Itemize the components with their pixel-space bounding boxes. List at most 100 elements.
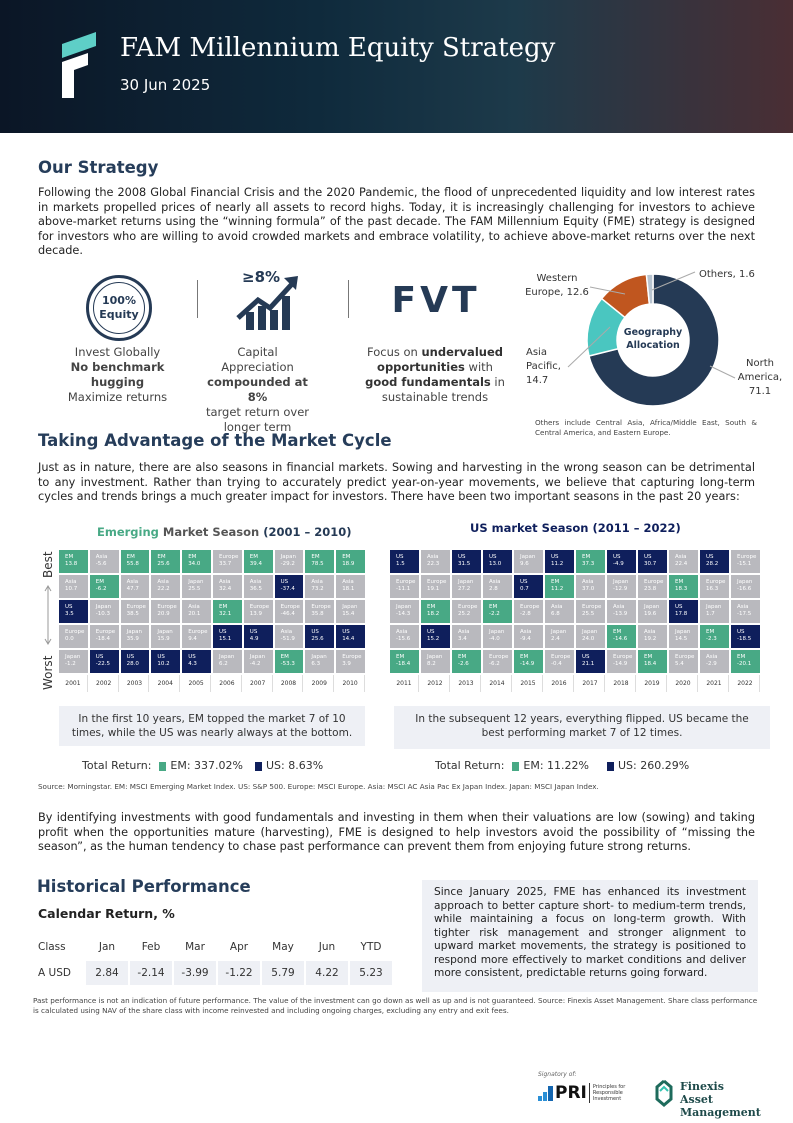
cell-market: EM xyxy=(249,554,259,560)
t: US: 260.29% xyxy=(618,759,690,772)
cell-value: 25.6 xyxy=(311,636,324,642)
calendar-return-table: Class Jan Feb Mar Apr May Jun YTD A USD 2.84 -2… xyxy=(36,933,394,987)
season-cell-em: EM -20.1 xyxy=(731,650,760,673)
cell-value: -46.4 xyxy=(280,611,295,617)
cell-value: 6.3 xyxy=(311,661,321,667)
cell-market: US xyxy=(342,629,350,635)
strategy-text: Following the 2008 Global Financial Cris… xyxy=(38,186,755,257)
cell-market: US xyxy=(396,554,404,560)
season-cell-us: US 15.1 xyxy=(212,625,242,648)
cell-market: Asia xyxy=(427,554,439,560)
t: (2001 – 2010) xyxy=(263,525,352,539)
cell-market: Japan xyxy=(644,604,660,610)
value-cell: -2.14 xyxy=(130,961,172,985)
cell-value: -14.3 xyxy=(396,611,411,617)
season-cell-em: EM -2.3 xyxy=(700,625,729,648)
value-cell: 4.22 xyxy=(306,961,348,985)
cell-value: -15.6 xyxy=(396,636,411,642)
cell-market: Europe xyxy=(342,654,362,660)
cell-market: Japan xyxy=(582,629,598,635)
cell-value: -17.5 xyxy=(737,611,752,617)
up-down-arrow-icon xyxy=(44,585,52,645)
year-label: 2020 xyxy=(669,675,698,692)
cell-market: US xyxy=(311,629,319,635)
season-cell-us: US -4.9 xyxy=(607,550,636,573)
cycle-heading: Taking Advantage of the Market Cycle xyxy=(38,431,392,450)
cell-market: US xyxy=(520,579,528,585)
cell-market: EM xyxy=(95,579,105,585)
report-date: 30 Jun 2025 xyxy=(120,76,211,94)
cell-market: Asia xyxy=(675,554,687,560)
cell-market: Japan xyxy=(396,604,412,610)
page-title: FAM Millennium Equity Strategy xyxy=(120,33,556,63)
year-label: 2010 xyxy=(336,675,365,692)
year-label: 2016 xyxy=(545,675,574,692)
year-label: 2014 xyxy=(483,675,512,692)
cell-value: 13.9 xyxy=(249,611,263,617)
year-label: 2009 xyxy=(305,675,335,692)
pri-full-text: Principles for Responsible Investment xyxy=(592,1084,626,1102)
cell-value: -2.9 xyxy=(706,661,717,667)
season-cell-em: EM 78.5 xyxy=(305,550,335,573)
donut-slice-north-america xyxy=(588,273,720,407)
cell-value: 3.4 xyxy=(458,636,467,642)
value-cell: 5.23 xyxy=(350,961,392,985)
season-cell-europe: Europe -15.1 xyxy=(731,550,760,573)
donut-center-label: Geography Allocation xyxy=(623,327,683,351)
cell-market: Europe xyxy=(675,654,695,660)
cell-value: 2.8 xyxy=(489,586,498,592)
season-cell-em: EM 39.4 xyxy=(243,550,273,573)
cell-market: Europe xyxy=(737,554,757,560)
season-cell-asia: Asia -15.6 xyxy=(390,625,419,648)
table-row: A USD 2.84 -2.14 -3.99 -1.22 5.79 4.22 5.23 xyxy=(38,961,392,985)
season-cell-asia: Asia 22.3 xyxy=(421,550,450,573)
cell-value: 15.2 xyxy=(427,636,440,642)
feature-text: good fundamentals xyxy=(365,375,491,389)
cell-market: EM xyxy=(582,554,591,560)
season-cell-japan: Japan -16.6 xyxy=(731,575,760,598)
cell-value: 18.3 xyxy=(675,586,688,592)
feature-line: Invest Globally xyxy=(74,345,161,359)
cell-value: 1.5 xyxy=(396,561,405,567)
cell-market: Japan xyxy=(458,579,474,585)
season-cell-asia: Asia -9.4 xyxy=(514,625,543,648)
t: US: 8.63% xyxy=(266,759,324,772)
year-label: 2021 xyxy=(700,675,729,692)
cell-value: 18.9 xyxy=(342,561,355,567)
cell-value: -20.1 xyxy=(737,661,752,667)
cell-market: Asia xyxy=(95,554,108,560)
season-cell-europe: Europe 25.2 xyxy=(452,600,481,623)
season-cell-em: EM -53.3 xyxy=(274,650,304,673)
pri-logo: PRI Principles for Responsible Investmen… xyxy=(538,1083,633,1103)
t: EM: 11.22% xyxy=(523,759,589,772)
season-cell-japan: Japan -14.3 xyxy=(390,600,419,623)
season-cell-asia: Asia -2.9 xyxy=(700,650,729,673)
cell-value: -18.4 xyxy=(396,661,411,667)
year-label: 2013 xyxy=(452,675,481,692)
cell-market: EM xyxy=(458,654,467,660)
value-cell: 2.84 xyxy=(86,961,128,985)
season-cell-europe: Europe 23.8 xyxy=(638,575,667,598)
cell-market: Asia xyxy=(157,579,169,585)
feature-capital: Capital Appreciation compounded at 8% ta… xyxy=(205,345,310,435)
cell-market: Asia xyxy=(218,579,231,585)
cell-market: US xyxy=(188,654,196,660)
cell-value: -4.9 xyxy=(613,561,624,567)
divider xyxy=(197,280,198,318)
cell-value: -6.2 xyxy=(95,586,107,592)
value-cell: 5.79 xyxy=(262,961,304,985)
season-cell-japan: Japan 19.6 xyxy=(638,600,667,623)
cell-value: 18.2 xyxy=(427,611,440,617)
cell-market: US xyxy=(458,554,466,560)
cell-market: Asia xyxy=(458,629,470,635)
season-cell-japan: Japan -10.3 xyxy=(89,600,119,623)
season-cell-us: US 15.2 xyxy=(421,625,450,648)
cell-value: 47.7 xyxy=(126,586,139,592)
em-season-note: In the first 10 years, EM topped the mar… xyxy=(59,706,365,746)
season-cell-asia: Asia 19.2 xyxy=(638,625,667,648)
season-cell-us: US 4.9 xyxy=(243,625,273,648)
cell-market: Japan xyxy=(95,604,112,610)
cell-value: 11.2 xyxy=(551,586,564,592)
cell-market: Japan xyxy=(157,629,173,635)
cell-market: US xyxy=(95,654,104,660)
